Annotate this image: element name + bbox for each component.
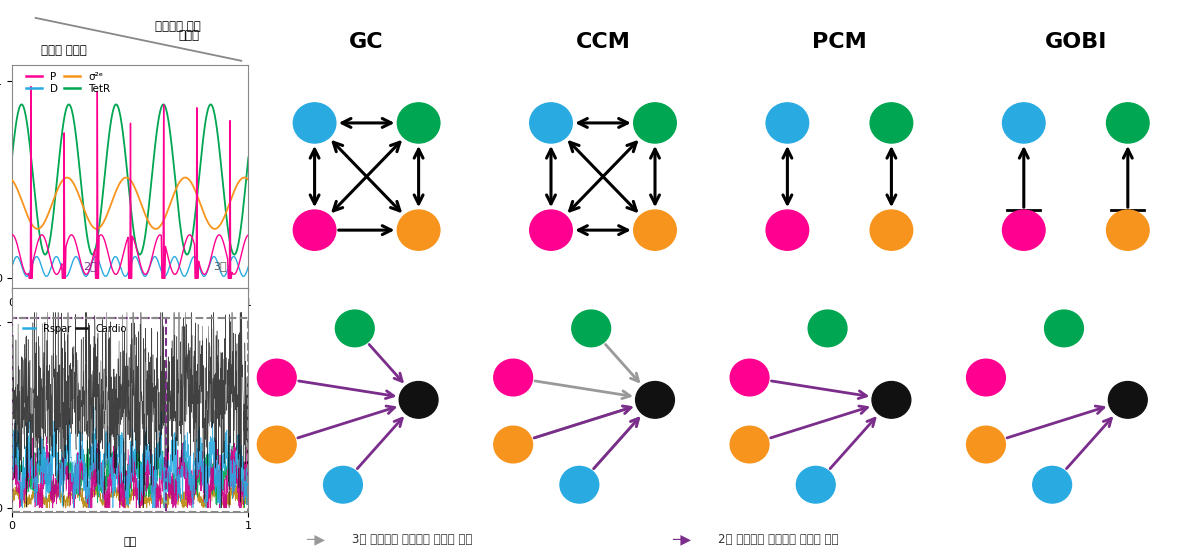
Text: 인과관계 추정: 인과관계 추정	[155, 19, 200, 33]
Circle shape	[397, 210, 440, 250]
Legend: P, D, σ²ᵉ, TetR: P, D, σ²ᵉ, TetR	[22, 68, 114, 98]
X-axis label: 시간: 시간	[124, 537, 137, 547]
Circle shape	[766, 210, 809, 250]
Bar	[12, 318, 166, 512]
Text: 시계열 데이터: 시계열 데이터	[41, 44, 86, 57]
Circle shape	[870, 210, 913, 250]
Circle shape	[730, 426, 769, 463]
Circle shape	[397, 103, 440, 143]
Circle shape	[1002, 210, 1045, 250]
Circle shape	[808, 310, 847, 347]
Circle shape	[634, 103, 677, 143]
Text: ─▶: ─▶	[672, 532, 691, 546]
Circle shape	[335, 310, 374, 347]
X-axis label: 시간: 시간	[124, 314, 137, 324]
Circle shape	[966, 359, 1006, 396]
Circle shape	[636, 382, 674, 418]
Circle shape	[529, 103, 572, 143]
Circle shape	[493, 359, 533, 396]
Legend: Rspar, Cardio: Rspar, Cardio	[19, 320, 131, 338]
Text: 2년 데이터를 사용하여 추정한 결과: 2년 데이터를 사용하여 추정한 결과	[718, 533, 838, 546]
Circle shape	[571, 310, 611, 347]
Circle shape	[730, 359, 769, 396]
Circle shape	[529, 210, 572, 250]
Circle shape	[293, 103, 336, 143]
Text: PCM: PCM	[812, 32, 866, 52]
Text: GOBI: GOBI	[1045, 32, 1106, 52]
Bar	[12, 318, 248, 512]
Text: CCM: CCM	[576, 32, 630, 52]
Circle shape	[966, 426, 1006, 463]
Circle shape	[1106, 210, 1150, 250]
Text: ─▶: ─▶	[306, 532, 325, 546]
Circle shape	[1002, 103, 1045, 143]
Circle shape	[257, 426, 296, 463]
Text: 3년: 3년	[214, 261, 227, 271]
Circle shape	[400, 382, 438, 418]
Circle shape	[493, 426, 533, 463]
Circle shape	[1106, 103, 1150, 143]
Text: 방법론: 방법론	[179, 29, 199, 42]
Circle shape	[1109, 382, 1147, 418]
Circle shape	[560, 466, 599, 503]
Circle shape	[766, 103, 809, 143]
Circle shape	[872, 382, 911, 418]
Circle shape	[1044, 310, 1084, 347]
Text: 2년: 2년	[83, 261, 97, 271]
Circle shape	[870, 103, 913, 143]
Circle shape	[257, 359, 296, 396]
Circle shape	[1033, 466, 1072, 503]
Circle shape	[293, 210, 336, 250]
Circle shape	[797, 466, 835, 503]
Text: 3년 데이터를 사용하여 추정한 결과: 3년 데이터를 사용하여 추정한 결과	[352, 533, 472, 546]
Text: GC: GC	[349, 32, 384, 52]
Circle shape	[634, 210, 677, 250]
Circle shape	[324, 466, 362, 503]
